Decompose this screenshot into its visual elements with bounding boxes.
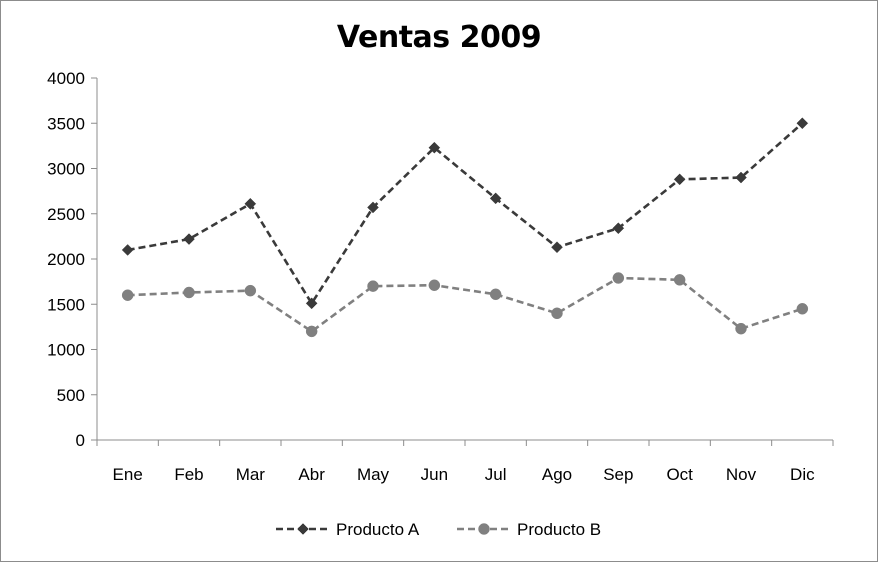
x-tick-label: Ago	[542, 465, 572, 484]
data-point	[428, 141, 441, 154]
legend-circle-marker	[478, 523, 490, 535]
x-tick-label: Abr	[298, 465, 325, 484]
data-point	[428, 279, 441, 291]
legend-item: Producto B	[457, 520, 601, 539]
x-tick-label: Jun	[421, 465, 448, 484]
data-point	[673, 274, 686, 286]
data-point	[305, 297, 318, 310]
data-point	[673, 173, 686, 186]
data-point	[367, 280, 379, 292]
x-tick-label: Oct	[666, 465, 693, 484]
series-producto-a	[121, 117, 809, 310]
data-point	[121, 244, 134, 256]
data-point	[121, 289, 134, 301]
series-line	[127, 122, 804, 305]
y-tick-label: 1000	[47, 341, 85, 360]
x-axis: Ene Feb Mar Abr May Jun Jul Ago Sep Oct Nov Dic	[96, 439, 834, 484]
series-lines	[121, 117, 809, 338]
y-tick-label: 0	[76, 431, 85, 450]
legend: Producto A Producto B	[276, 520, 601, 539]
y-tick-label: 3000	[47, 160, 85, 179]
x-tick-label: Jul	[485, 465, 507, 484]
data-point	[244, 197, 257, 210]
x-tick-label: May	[357, 465, 390, 484]
data-point	[735, 171, 747, 184]
data-point	[796, 303, 809, 315]
data-point	[244, 284, 257, 297]
x-tick-label: Nov	[726, 465, 757, 484]
data-point	[612, 272, 625, 284]
chart-title: Ventas 2009	[336, 20, 542, 55]
data-point	[183, 233, 195, 245]
data-point	[735, 322, 747, 335]
series-producto-b	[121, 272, 809, 338]
y-tick-label: 4000	[47, 69, 85, 88]
y-tick-label: 1500	[47, 295, 85, 314]
y-tick-label: 2000	[47, 250, 85, 269]
x-tick-label: Dic	[790, 465, 815, 484]
y-axis: 0 500 1000 1500 2000 2500 3000 3500 4000	[47, 69, 98, 450]
data-point	[796, 117, 809, 130]
y-tick-label: 500	[57, 386, 85, 405]
data-point	[612, 222, 625, 235]
y-tick-label: 3500	[47, 114, 85, 133]
data-point	[305, 325, 318, 338]
legend-label: Producto B	[517, 520, 601, 539]
x-tick-label: Sep	[603, 465, 633, 484]
data-point	[551, 241, 563, 254]
data-point	[367, 201, 379, 214]
x-tick-label: Mar	[236, 465, 266, 484]
data-point	[183, 286, 195, 299]
data-point	[551, 307, 563, 320]
legend-label: Producto A	[336, 520, 420, 539]
y-tick-label: 2500	[47, 205, 85, 224]
legend-diamond-marker	[297, 523, 309, 535]
data-point	[489, 192, 502, 205]
x-tick-label: Feb	[174, 465, 203, 484]
data-point	[489, 288, 502, 301]
legend-item: Producto A	[276, 520, 420, 539]
x-tick-label: Ene	[113, 465, 143, 484]
series-line	[127, 276, 803, 333]
